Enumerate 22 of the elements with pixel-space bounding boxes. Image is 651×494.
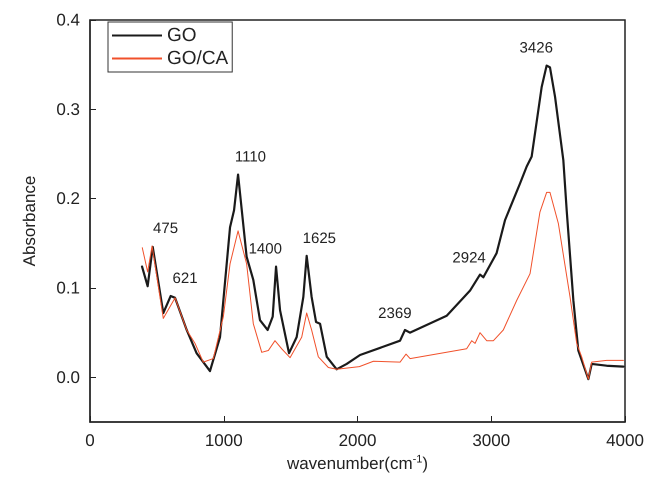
x-tick-label: 1000: [204, 431, 243, 450]
y-tick-label: 0.1: [56, 278, 80, 298]
annotation: 1625: [302, 230, 336, 247]
legend-label: GO: [167, 25, 197, 46]
y-tick-label: 0.4: [56, 10, 80, 30]
legend-label: GO/CA: [167, 48, 229, 69]
annotation: 2924: [452, 249, 486, 266]
x-tick-label: 2000: [338, 431, 376, 450]
y-tick-label: 0.2: [56, 189, 80, 208]
annotation: 621: [172, 270, 198, 288]
annotation: 2369: [378, 304, 412, 322]
y-tick-label: 0.3: [56, 100, 80, 119]
y-tick-label: 0.0: [56, 368, 80, 387]
annotation: 475: [153, 220, 178, 238]
x-tick-label: 4000: [606, 431, 644, 450]
y-axis-title: Absorbance: [20, 176, 39, 266]
annotation: 3426: [520, 40, 553, 57]
x-tick-label: 3000: [472, 431, 510, 450]
annotation: 1400: [248, 240, 282, 258]
annotation: 1110: [234, 148, 266, 166]
x-tick-label: 0: [85, 431, 95, 450]
line-series: [142, 192, 624, 380]
